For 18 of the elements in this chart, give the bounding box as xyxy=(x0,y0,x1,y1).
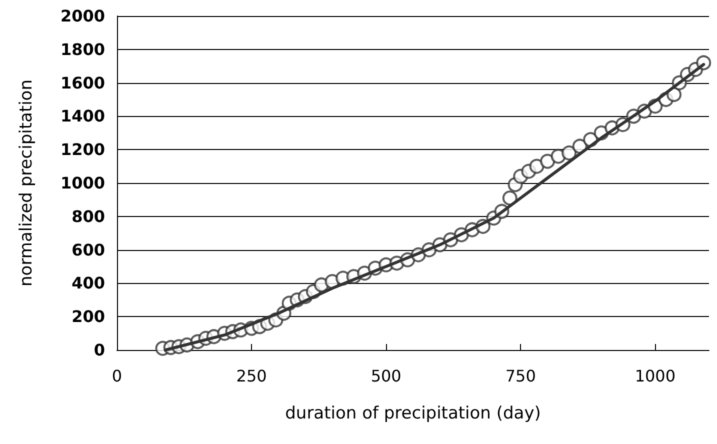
y-axis-title: normalized precipitation xyxy=(16,80,36,286)
y-tick-label: 1400 xyxy=(60,106,105,126)
x-tick-label: 0 xyxy=(112,366,122,386)
y-tick-label: 2000 xyxy=(60,6,105,26)
x-tick-label: 750 xyxy=(505,366,536,386)
y-tick-label: 1000 xyxy=(60,174,105,192)
y-tick-label: 1600 xyxy=(60,73,105,92)
y-tick-label: 800 xyxy=(72,206,105,226)
y-tick-label: 600 xyxy=(72,240,105,260)
x-tick-label: 250 xyxy=(236,366,267,386)
x-tick-label: 500 xyxy=(370,366,402,386)
y-tick-label: 1800 xyxy=(60,40,105,59)
y-tick-label: 0 xyxy=(94,340,105,360)
y-tick-label: 400 xyxy=(72,274,105,293)
y-tick-label: 200 xyxy=(72,307,105,326)
y-tick-label: 1200 xyxy=(60,140,105,160)
x-tick-label: 1000 xyxy=(634,366,676,386)
x-axis-title: duration of precipitation (day) xyxy=(285,404,541,424)
